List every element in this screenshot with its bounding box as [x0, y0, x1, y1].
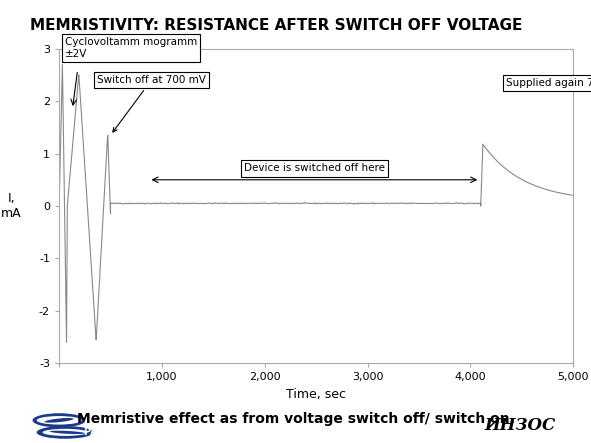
- Text: Device is switched off here: Device is switched off here: [243, 163, 385, 174]
- Ellipse shape: [37, 426, 93, 439]
- Text: Supplied again 700mV: Supplied again 700mV: [506, 78, 591, 88]
- Ellipse shape: [37, 416, 82, 424]
- Y-axis label: I,
mA: I, mA: [1, 192, 21, 220]
- Text: ИПХФ: ИПХФ: [83, 416, 116, 425]
- Text: Cyclovoltamm mogramm
±2V: Cyclovoltamm mogramm ±2V: [65, 37, 197, 58]
- Ellipse shape: [50, 431, 85, 434]
- Ellipse shape: [43, 429, 87, 436]
- Text: Switch off at 700 mV: Switch off at 700 mV: [97, 75, 206, 132]
- Text: Memristive effect as from voltage switch off/ switch on.: Memristive effect as from voltage switch…: [77, 412, 514, 426]
- Ellipse shape: [44, 418, 74, 423]
- X-axis label: Time, sec: Time, sec: [286, 388, 346, 401]
- Text: РАН: РАН: [83, 427, 105, 437]
- Text: MEMRISTIVITY: RESISTANCE AFTER SWITCH OFF VOLTAGE: MEMRISTIVITY: RESISTANCE AFTER SWITCH OF…: [30, 18, 522, 33]
- Text: ИНЗОС: ИНЗОС: [485, 417, 556, 434]
- Ellipse shape: [33, 413, 86, 427]
